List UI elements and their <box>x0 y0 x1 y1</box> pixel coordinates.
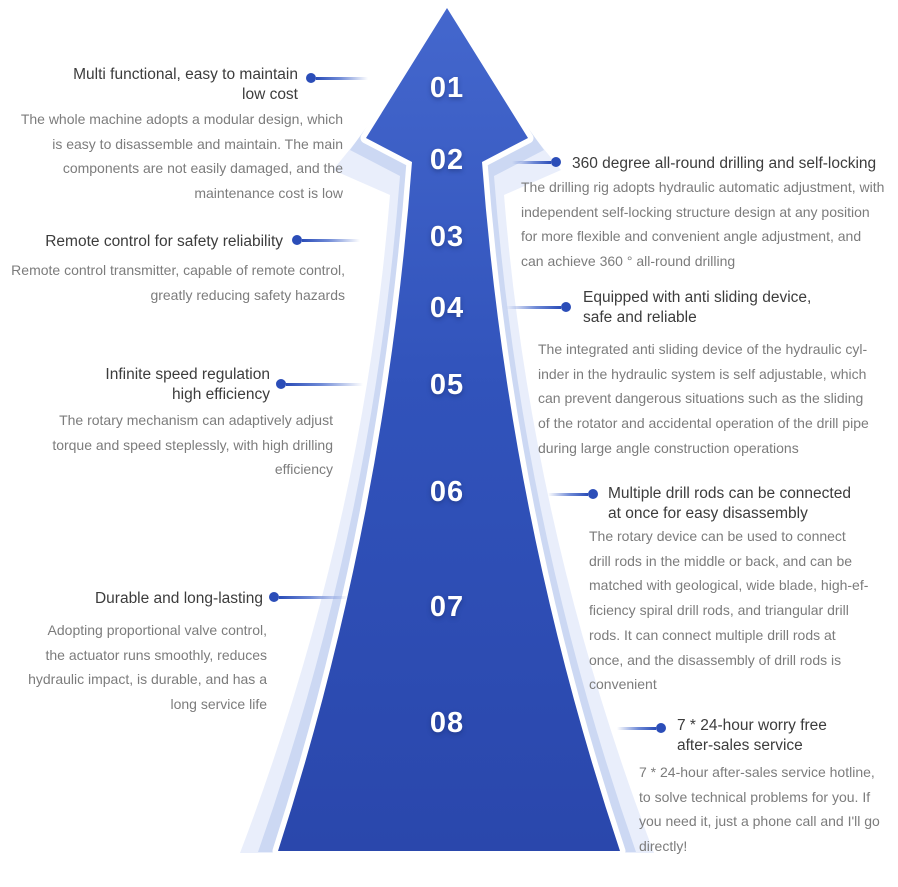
connector-dot <box>561 302 571 312</box>
connector-line <box>286 382 363 386</box>
feature-description: The drilling rig adopts hydraulic automa… <box>521 179 885 270</box>
connector <box>276 379 363 389</box>
feature-description: Remote control transmitter, capable of r… <box>11 262 345 303</box>
feature-block-7: Durable and long-lasting Adopting propor… <box>0 589 348 717</box>
feature-description: The rotary device can be used to connect… <box>589 528 869 693</box>
feature-block-1: Multi functional, easy to maintain low c… <box>0 65 368 206</box>
connector-dot <box>588 489 598 499</box>
feature-description: The rotary mechanism can adaptively adju… <box>52 412 333 478</box>
connector-dot <box>551 157 561 167</box>
feature-title: Durable and long-lasting <box>94 590 263 607</box>
connector-line <box>512 160 551 164</box>
feature-title: Equipped with anti sliding device, safe … <box>583 289 812 326</box>
feature-block-8: 7 * 24-hour worry free after-sales servi… <box>617 716 898 859</box>
connector <box>506 302 571 312</box>
connector <box>617 723 666 733</box>
feature-block-2: 360 degree all-round drilling and self-l… <box>512 154 898 274</box>
feature-description: The whole machine adopts a modular desig… <box>20 111 343 202</box>
feature-title: 360 degree all-round drilling and self-l… <box>572 155 877 172</box>
step-number: 01 <box>429 72 465 104</box>
connector <box>306 73 368 83</box>
feature-title: Infinite speed regulation high efficienc… <box>105 366 270 403</box>
step-number: 06 <box>429 476 465 508</box>
feature-title: Multi functional, easy to maintain low c… <box>73 66 298 103</box>
connector <box>548 489 598 499</box>
feature-title: 7 * 24-hour worry free after-sales servi… <box>677 717 827 754</box>
step-number: 08 <box>429 707 465 739</box>
feature-description: The integrated anti sliding device of th… <box>538 341 869 456</box>
connector-line <box>316 76 368 80</box>
step-number: 04 <box>429 292 465 324</box>
connector-dot <box>656 723 666 733</box>
connector-dot <box>292 235 302 245</box>
feature-description: Adopting proportional valve control, the… <box>28 622 267 713</box>
connector-line <box>279 595 348 599</box>
connector-dot <box>276 379 286 389</box>
connector-line <box>548 492 588 496</box>
step-number: 02 <box>429 144 465 176</box>
connector <box>292 235 360 245</box>
connector <box>269 592 348 602</box>
connector-line <box>506 305 561 309</box>
feature-block-3: Remote control for safety reliability Re… <box>0 232 360 307</box>
arrow-body <box>278 8 620 851</box>
connector-dot <box>269 592 279 602</box>
step-number: 03 <box>429 221 465 253</box>
feature-block-5: Infinite speed regulation high efficienc… <box>0 365 363 482</box>
connector-line <box>302 238 360 242</box>
feature-description: 7 * 24-hour after-sales service hotline,… <box>639 764 880 855</box>
connector <box>512 157 561 167</box>
feature-block-6: Multiple drill rods can be connected at … <box>548 484 898 697</box>
feature-title: Remote control for safety reliability <box>45 233 283 250</box>
connector-line <box>617 726 656 730</box>
feature-block-4: Equipped with anti sliding device, safe … <box>506 288 898 461</box>
step-number: 07 <box>429 591 465 623</box>
step-number: 05 <box>429 369 465 401</box>
connector-dot <box>306 73 316 83</box>
feature-title: Multiple drill rods can be connected at … <box>608 485 851 522</box>
